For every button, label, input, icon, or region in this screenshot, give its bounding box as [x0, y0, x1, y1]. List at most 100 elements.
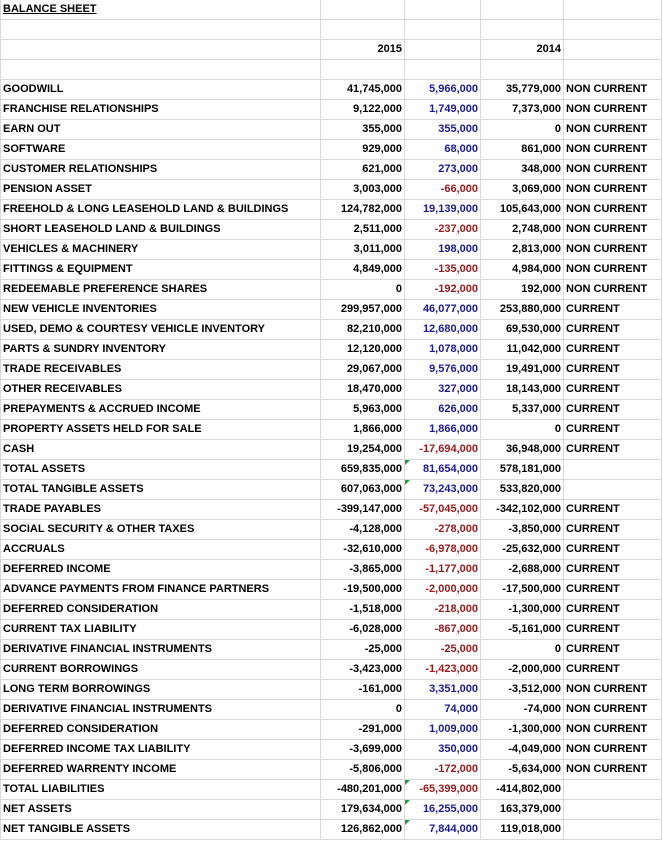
value-2014: 119,018,000: [481, 820, 564, 840]
value-2014: 0: [481, 420, 564, 440]
year-header: 2015: [321, 40, 405, 60]
change-value: -192,000: [405, 280, 481, 300]
classification: CURRENT: [564, 620, 662, 640]
change-value: 12,680,000: [405, 320, 481, 340]
classification: CURRENT: [564, 580, 662, 600]
empty-cell: [564, 0, 662, 20]
value-2014: 18,143,000: [481, 380, 564, 400]
change-value: 273,000: [405, 160, 481, 180]
value-2014: 11,042,000: [481, 340, 564, 360]
value-2014: -25,632,000: [481, 540, 564, 560]
value-2014: 2,748,000: [481, 220, 564, 240]
change-value: 327,000: [405, 380, 481, 400]
row-label: EARN OUT: [1, 120, 321, 140]
classification: CURRENT: [564, 320, 662, 340]
value-2015: 3,003,000: [321, 180, 405, 200]
change-value: -57,045,000: [405, 500, 481, 520]
empty-cell: [481, 60, 564, 80]
empty-cell: [405, 0, 481, 20]
change-value: 73,243,000: [405, 480, 481, 500]
change-value: -1,177,000: [405, 560, 481, 580]
row-label: PENSION ASSET: [1, 180, 321, 200]
classification: CURRENT: [564, 660, 662, 680]
classification: NON CURRENT: [564, 140, 662, 160]
value-2015: 5,963,000: [321, 400, 405, 420]
value-2015: 3,011,000: [321, 240, 405, 260]
change-value: -25,000: [405, 640, 481, 660]
value-2015: 126,862,000: [321, 820, 405, 840]
row-label: CUSTOMER RELATIONSHIPS: [1, 160, 321, 180]
value-2015: 299,957,000: [321, 300, 405, 320]
value-2014: 4,984,000: [481, 260, 564, 280]
value-2015: 355,000: [321, 120, 405, 140]
change-value: 198,000: [405, 240, 481, 260]
empty-cell: [405, 60, 481, 80]
change-value: -218,000: [405, 600, 481, 620]
value-2015: -4,128,000: [321, 520, 405, 540]
row-label: DEFERRED INCOME TAX LIABILITY: [1, 740, 321, 760]
value-2014: -3,512,000: [481, 680, 564, 700]
value-2015: 4,849,000: [321, 260, 405, 280]
value-2015: 659,835,000: [321, 460, 405, 480]
value-2014: 105,643,000: [481, 200, 564, 220]
empty-cell: [1, 20, 321, 40]
classification: CURRENT: [564, 300, 662, 320]
value-2014: -17,500,000: [481, 580, 564, 600]
classification: CURRENT: [564, 400, 662, 420]
row-label: DEFERRED CONSIDERATION: [1, 600, 321, 620]
change-value: -867,000: [405, 620, 481, 640]
empty-cell: [481, 0, 564, 20]
value-2015: 82,210,000: [321, 320, 405, 340]
classification: CURRENT: [564, 380, 662, 400]
value-2015: 0: [321, 280, 405, 300]
row-label: TOTAL LIABILITIES: [1, 780, 321, 800]
change-value: -66,000: [405, 180, 481, 200]
value-2014: 3,069,000: [481, 180, 564, 200]
value-2015: 2,511,000: [321, 220, 405, 240]
value-2014: -2,688,000: [481, 560, 564, 580]
value-2015: 0: [321, 700, 405, 720]
classification: NON CURRENT: [564, 100, 662, 120]
change-value: -1,423,000: [405, 660, 481, 680]
row-label: FRANCHISE RELATIONSHIPS: [1, 100, 321, 120]
value-2015: 12,120,000: [321, 340, 405, 360]
value-2014: 0: [481, 640, 564, 660]
value-2015: -6,028,000: [321, 620, 405, 640]
change-value: 350,000: [405, 740, 481, 760]
value-2015: -3,865,000: [321, 560, 405, 580]
classification: NON CURRENT: [564, 720, 662, 740]
row-label: DERIVATIVE FINANCIAL INSTRUMENTS: [1, 700, 321, 720]
classification: CURRENT: [564, 600, 662, 620]
empty-cell: [564, 780, 662, 800]
row-label: SHORT LEASEHOLD LAND & BUILDINGS: [1, 220, 321, 240]
change-value: 1,866,000: [405, 420, 481, 440]
empty-cell: [321, 0, 405, 20]
row-label: DEFERRED INCOME: [1, 560, 321, 580]
change-value: 68,000: [405, 140, 481, 160]
change-value: 1,749,000: [405, 100, 481, 120]
value-2015: 29,067,000: [321, 360, 405, 380]
row-label: CURRENT BORROWINGS: [1, 660, 321, 680]
row-label: VEHICLES & MACHINERY: [1, 240, 321, 260]
classification: NON CURRENT: [564, 260, 662, 280]
value-2015: -161,000: [321, 680, 405, 700]
empty-cell: [564, 20, 662, 40]
classification: CURRENT: [564, 640, 662, 660]
change-value: -17,694,000: [405, 440, 481, 460]
classification: CURRENT: [564, 420, 662, 440]
classification: NON CURRENT: [564, 240, 662, 260]
classification: NON CURRENT: [564, 760, 662, 780]
row-label: TOTAL TANGIBLE ASSETS: [1, 480, 321, 500]
classification: NON CURRENT: [564, 740, 662, 760]
change-value: 1,078,000: [405, 340, 481, 360]
change-value: 7,844,000: [405, 820, 481, 840]
row-label: DEFERRED CONSIDERATION: [1, 720, 321, 740]
change-value: -6,978,000: [405, 540, 481, 560]
row-label: SOFTWARE: [1, 140, 321, 160]
row-label: CASH: [1, 440, 321, 460]
classification: NON CURRENT: [564, 120, 662, 140]
value-2015: 18,470,000: [321, 380, 405, 400]
row-label: DERIVATIVE FINANCIAL INSTRUMENTS: [1, 640, 321, 660]
value-2015: 929,000: [321, 140, 405, 160]
